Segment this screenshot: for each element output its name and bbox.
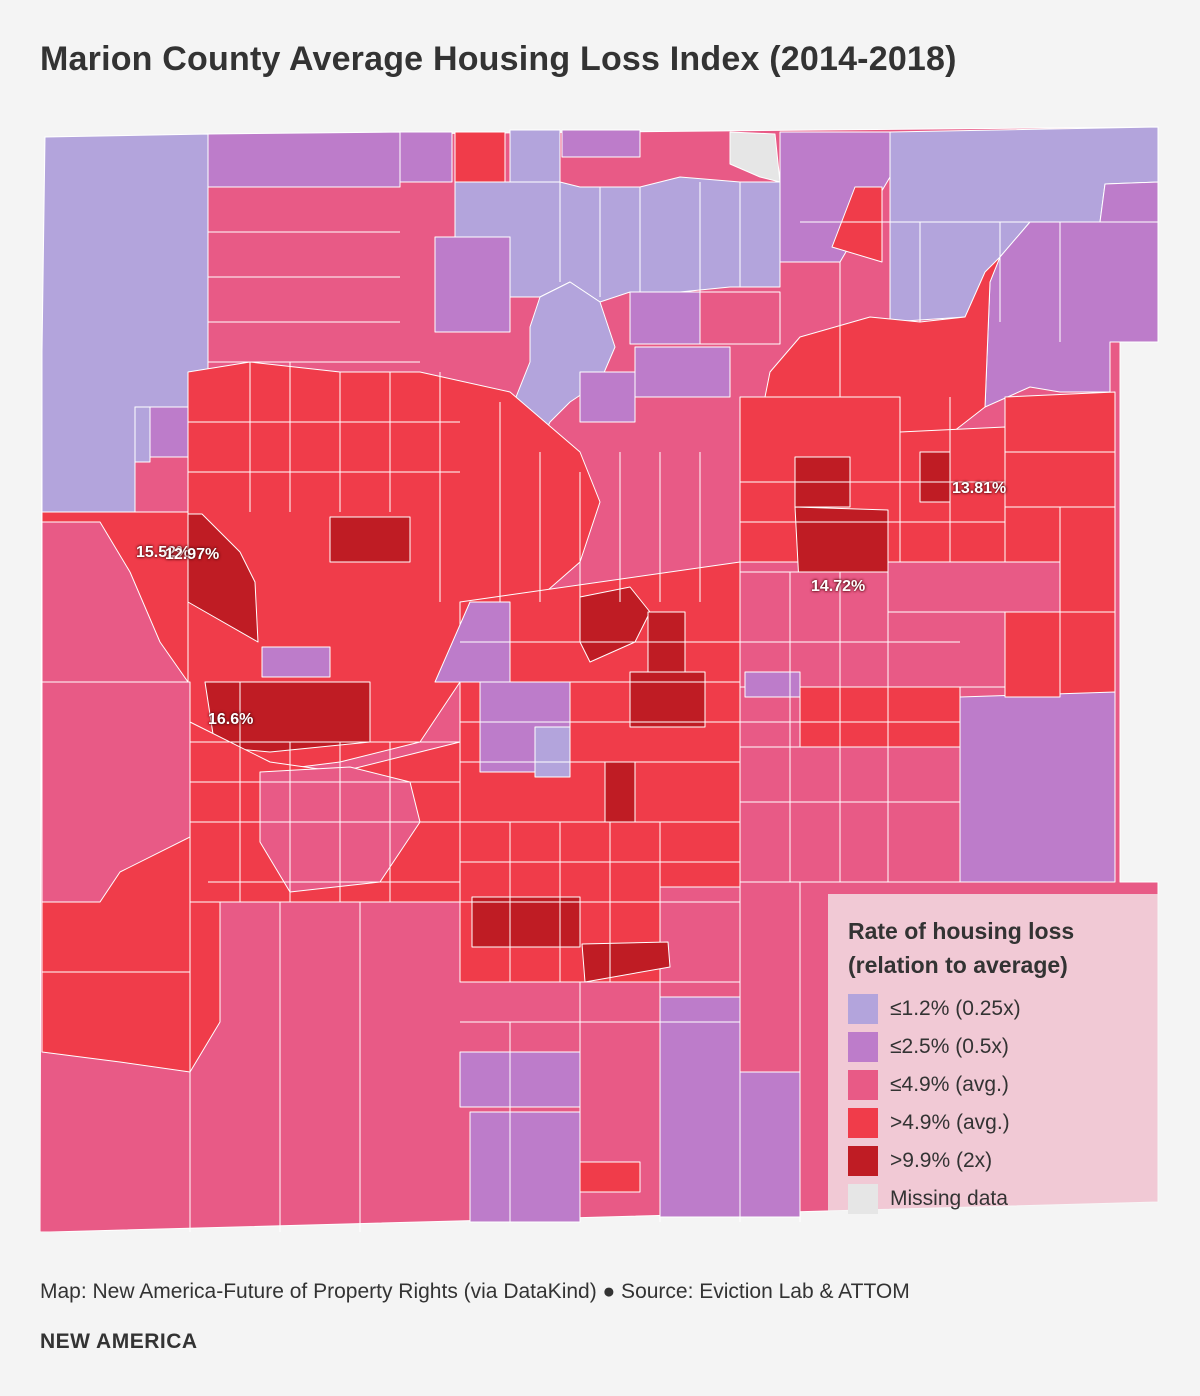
legend-item: ≤4.9% (avg.) [848, 1070, 1009, 1100]
tract [659, 821, 741, 888]
tract [579, 1161, 641, 1193]
tract [149, 406, 189, 458]
tract [469, 1111, 581, 1223]
legend-swatch [848, 1184, 878, 1214]
tract [659, 996, 741, 1218]
tract-value-label: 14.72% [811, 578, 866, 595]
tract-value-label: 15.52% [136, 544, 191, 561]
tract [434, 236, 511, 333]
legend-swatch [848, 1070, 878, 1100]
legend-label: >9.9% (2x) [890, 1149, 993, 1172]
map-title: Marion County Average Housing Loss Index… [40, 40, 957, 78]
tract [799, 686, 961, 748]
tract-value-label: 12.97% [165, 546, 220, 563]
tract [629, 291, 701, 345]
tract [579, 371, 636, 423]
tract [261, 646, 331, 678]
tract [134, 406, 151, 463]
missing-tract [729, 131, 781, 183]
choropleth-map: 15.52% 12.97% 13.81% 14.72% 16.6% [40, 122, 1170, 1232]
tract [1059, 611, 1116, 703]
tract [744, 671, 801, 698]
tract [509, 129, 561, 183]
tract [739, 746, 961, 883]
tract [739, 1071, 801, 1218]
brand-logo-text: NEW AMERICA [40, 1330, 198, 1353]
tract [959, 691, 1116, 883]
tract [831, 186, 883, 263]
tract [329, 516, 411, 563]
map-legend: Rate of housing loss (relation to averag… [828, 894, 1160, 1239]
tract [187, 513, 259, 643]
legend-item: >4.9% (avg.) [848, 1108, 1010, 1138]
tract [471, 896, 581, 948]
legend-swatch [848, 994, 878, 1024]
tract [887, 611, 1006, 688]
tract [454, 131, 506, 183]
tract [399, 131, 453, 183]
legend-label: ≤1.2% (0.25x) [890, 997, 1021, 1020]
tract-map-svg [40, 126, 1159, 1232]
tract [534, 726, 571, 778]
tract [604, 761, 636, 823]
legend-label: ≤4.9% (avg.) [890, 1073, 1009, 1096]
tract [561, 129, 641, 158]
legend-label: Missing data [890, 1187, 1008, 1210]
tract [1004, 391, 1116, 508]
tract [41, 821, 221, 1073]
tract [634, 346, 731, 398]
legend-label: ≤2.5% (0.5x) [890, 1035, 1009, 1058]
legend-item: Missing data [848, 1184, 1008, 1214]
legend-title: Rate of housing loss (relation to averag… [848, 918, 1075, 978]
legend-item: ≤1.2% (0.25x) [848, 994, 1021, 1024]
legend-item: >9.9% (2x) [848, 1146, 992, 1176]
legend-swatch [848, 1032, 878, 1062]
tract-value-label: 16.6% [208, 711, 254, 728]
tract [1004, 611, 1061, 698]
tract-value-label: 13.81% [952, 480, 1007, 497]
tract [459, 1051, 581, 1108]
tract [629, 671, 706, 728]
legend-swatch [848, 1108, 878, 1138]
legend-swatch [848, 1146, 878, 1176]
legend-item: ≤2.5% (0.5x) [848, 1032, 1009, 1062]
tract [207, 131, 401, 188]
tract [699, 291, 781, 345]
legend-label: >4.9% (avg.) [890, 1111, 1010, 1134]
source-credit: Map: New America-Future of Property Righ… [40, 1280, 910, 1303]
tract [919, 451, 951, 503]
tract [581, 941, 671, 983]
